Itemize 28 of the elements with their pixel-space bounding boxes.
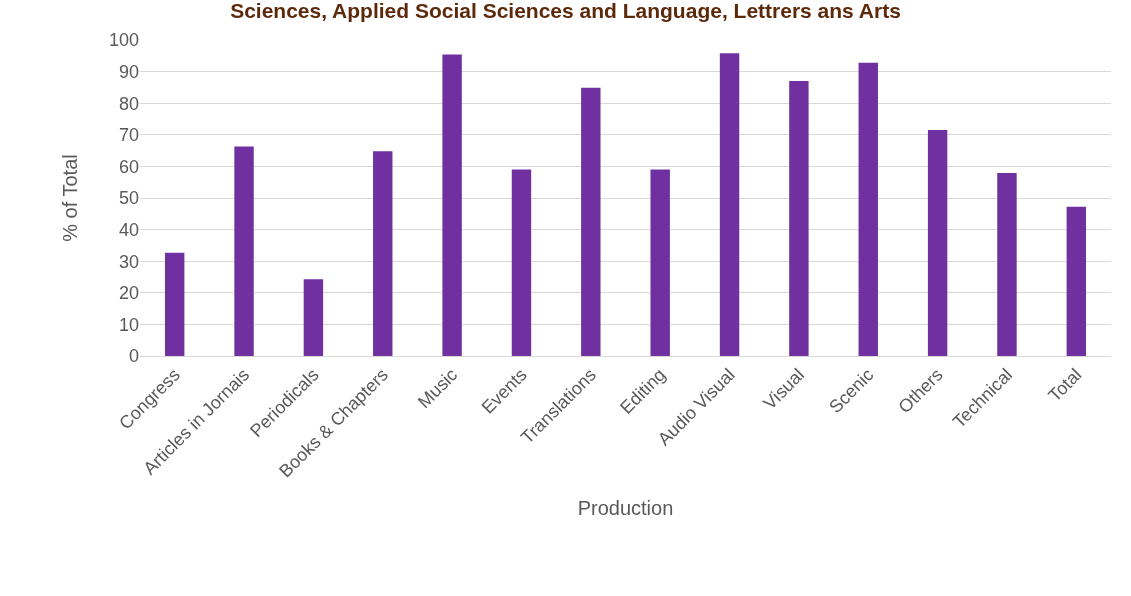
bar (719, 53, 740, 356)
y-tick-label: 20 (118, 283, 139, 304)
bar (164, 252, 185, 356)
bar (581, 87, 601, 356)
bar (234, 146, 254, 356)
y-tick-label: 0 (128, 346, 139, 367)
chart-title: Sciences, Applied Social Sciences and Language, Lettrers ans Arts (230, 0, 901, 22)
bar (442, 54, 462, 356)
bar (1066, 206, 1087, 356)
y-tick-label: 90 (118, 61, 139, 82)
x-axis-title: Production (577, 496, 674, 519)
y-tick-label: 80 (118, 93, 139, 114)
bar (650, 169, 670, 356)
y-tick-label: 100 (108, 30, 139, 51)
y-tick-label: 50 (118, 188, 139, 209)
bar (927, 130, 948, 356)
bar (858, 62, 878, 356)
bar (303, 279, 324, 356)
y-axis-title: % of Total (59, 154, 82, 242)
y-tick-label: 10 (118, 314, 139, 335)
y-tick-label: 30 (118, 251, 139, 272)
bar (789, 81, 809, 356)
bar (373, 151, 393, 356)
y-tick-label: 60 (118, 156, 139, 177)
y-tick-label: 40 (118, 219, 139, 240)
bar (511, 169, 532, 356)
y-tick-label: 70 (118, 125, 139, 146)
bar (997, 173, 1017, 356)
